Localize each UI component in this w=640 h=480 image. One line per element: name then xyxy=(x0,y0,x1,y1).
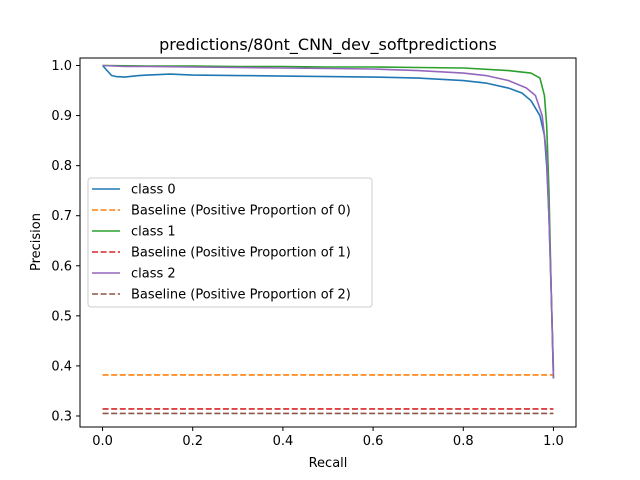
legend-label: class 0 xyxy=(131,183,176,198)
y-tick-label: 0.3 xyxy=(51,409,72,424)
x-tick-label: 1.0 xyxy=(543,434,564,449)
x-tick-label: 0.8 xyxy=(453,434,474,449)
y-tick-label: 1.0 xyxy=(51,59,72,74)
legend-label: class 2 xyxy=(131,267,176,282)
chart-title: predictions/80nt_CNN_dev_softpredictions xyxy=(159,35,497,55)
y-tick-label: 0.7 xyxy=(51,209,72,224)
y-tick-label: 0.5 xyxy=(51,309,72,324)
legend-label: Baseline (Positive Proportion of 0) xyxy=(131,204,351,219)
y-tick-label: 0.6 xyxy=(51,259,72,274)
y-tick-label: 0.4 xyxy=(51,359,72,374)
legend-label: Baseline (Positive Proportion of 1) xyxy=(131,246,351,261)
x-tick-label: 0.6 xyxy=(363,434,384,449)
x-tick-label: 0.2 xyxy=(182,434,203,449)
x-axis: 0.0 0.2 0.4 0.6 0.8 1.0 xyxy=(92,427,564,449)
plot-frame xyxy=(79,57,577,428)
y-tick-label: 0.8 xyxy=(51,159,72,174)
series-line-2 xyxy=(102,64,555,379)
series-line-4 xyxy=(102,64,555,379)
x-axis-title: Recall xyxy=(309,456,348,471)
y-axis-title: Precision xyxy=(29,213,44,271)
y-tick-label: 0.9 xyxy=(51,109,72,124)
series-layer xyxy=(101,64,555,415)
legend-box xyxy=(87,177,373,308)
legend-label: class 1 xyxy=(131,225,176,240)
legend: class 0 Baseline (Positive Proportion of … xyxy=(87,177,373,308)
y-axis: 0.3 0.4 0.5 0.6 0.7 0.8 0.9 1.0 xyxy=(51,59,80,424)
x-tick-label: 0.4 xyxy=(273,434,294,449)
legend-label: Baseline (Positive Proportion of 2) xyxy=(131,288,351,303)
x-tick-label: 0.0 xyxy=(92,434,113,449)
